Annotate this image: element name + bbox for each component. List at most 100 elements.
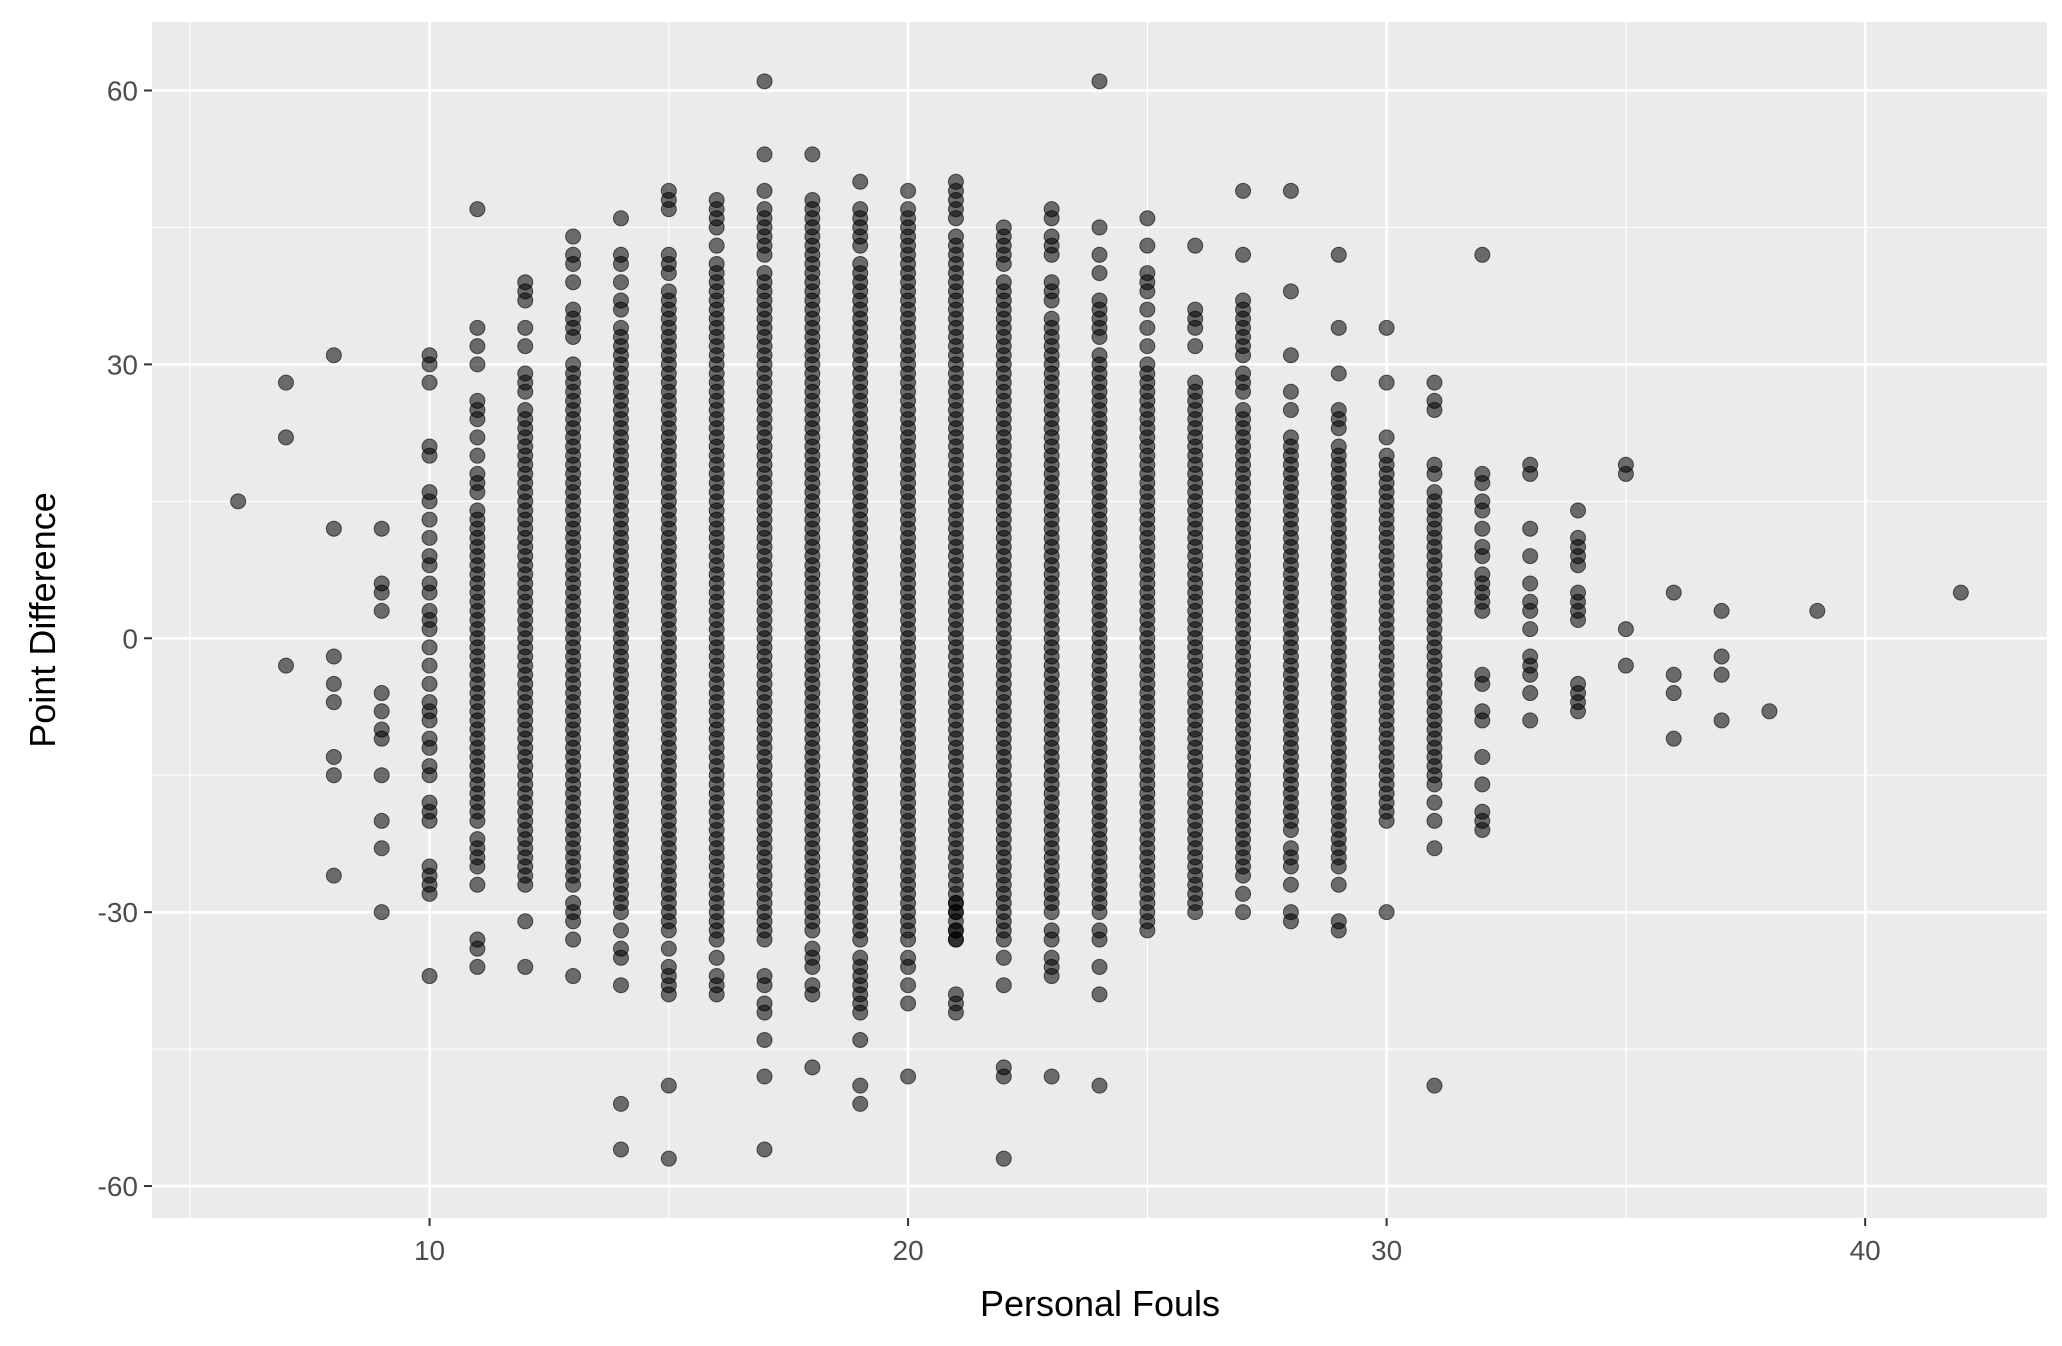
data-point [1570, 557, 1587, 574]
data-point [1091, 347, 1108, 364]
data-point [756, 182, 773, 199]
data-point [1522, 575, 1539, 592]
data-point [1665, 685, 1682, 702]
data-point [469, 356, 486, 373]
data-point [1474, 675, 1491, 692]
data-point [1282, 402, 1299, 419]
data-point [1474, 246, 1491, 263]
data-point [1522, 621, 1539, 638]
data-point [565, 356, 582, 373]
data-point [517, 958, 534, 975]
data-point [421, 812, 438, 829]
data-point [1235, 867, 1252, 884]
data-point [373, 767, 390, 784]
data-point [421, 529, 438, 546]
data-point [1474, 602, 1491, 619]
data-point [1330, 922, 1347, 939]
data-point [756, 265, 773, 282]
data-point [756, 1004, 773, 1021]
data-point [1043, 210, 1060, 227]
data-point [1426, 1077, 1443, 1094]
data-point [804, 958, 821, 975]
data-point [1139, 319, 1156, 336]
data-point [1091, 219, 1108, 236]
data-point [277, 657, 294, 674]
data-point [565, 931, 582, 948]
y-tick-label: -30 [98, 897, 138, 928]
data-point [1139, 356, 1156, 373]
data-point [421, 493, 438, 510]
data-point [612, 977, 629, 994]
y-tick-label: 30 [107, 349, 138, 380]
data-point [1617, 657, 1634, 674]
data-point [1091, 958, 1108, 975]
data-point [469, 447, 486, 464]
data-point [1378, 429, 1395, 446]
data-point [1139, 338, 1156, 355]
data-points [230, 73, 1969, 1167]
data-point [1043, 931, 1060, 948]
data-point [517, 383, 534, 400]
x-tick-label: 10 [414, 1235, 445, 1266]
data-point [1187, 374, 1204, 391]
data-point [1091, 986, 1108, 1003]
data-point [1091, 265, 1108, 282]
data-point [900, 977, 917, 994]
data-point [230, 493, 247, 510]
data-point [517, 319, 534, 336]
data-point [1713, 712, 1730, 729]
data-point [421, 657, 438, 674]
data-point [900, 182, 917, 199]
data-point [756, 1031, 773, 1048]
data-point [469, 484, 486, 501]
data-point [852, 237, 869, 254]
data-point [1426, 484, 1443, 501]
data-point [325, 767, 342, 784]
data-point [1665, 584, 1682, 601]
data-point [517, 338, 534, 355]
data-point [1139, 283, 1156, 300]
data-point [565, 255, 582, 272]
data-point [1330, 246, 1347, 263]
data-point [1139, 301, 1156, 318]
data-point [277, 374, 294, 391]
data-point [1091, 931, 1108, 948]
data-point [469, 958, 486, 975]
data-point [421, 584, 438, 601]
data-point [1187, 338, 1204, 355]
data-point [1043, 246, 1060, 263]
data-point [947, 1004, 964, 1021]
data-point [1235, 904, 1252, 921]
data-point [1235, 383, 1252, 400]
data-point [995, 1068, 1012, 1085]
data-point [1522, 712, 1539, 729]
data-point [565, 228, 582, 245]
data-point [612, 949, 629, 966]
data-point [1522, 666, 1539, 683]
data-point [660, 201, 677, 218]
data-point [804, 1059, 821, 1076]
data-point [469, 940, 486, 957]
data-point [1187, 237, 1204, 254]
data-point [421, 675, 438, 692]
data-point [1282, 347, 1299, 364]
data-point [421, 885, 438, 902]
data-point [756, 73, 773, 90]
data-point [900, 1068, 917, 1085]
data-point [1139, 922, 1156, 939]
data-point [373, 602, 390, 619]
data-point [325, 675, 342, 692]
data-point [565, 968, 582, 985]
data-point [1282, 858, 1299, 875]
data-point [1474, 776, 1491, 793]
data-point [900, 958, 917, 975]
data-point [1426, 812, 1443, 829]
data-point [947, 904, 964, 921]
data-point [612, 301, 629, 318]
data-point [1330, 438, 1347, 455]
x-tick-label: 40 [1850, 1235, 1881, 1266]
data-point [1235, 347, 1252, 364]
data-point [325, 867, 342, 884]
data-point [1091, 73, 1108, 90]
